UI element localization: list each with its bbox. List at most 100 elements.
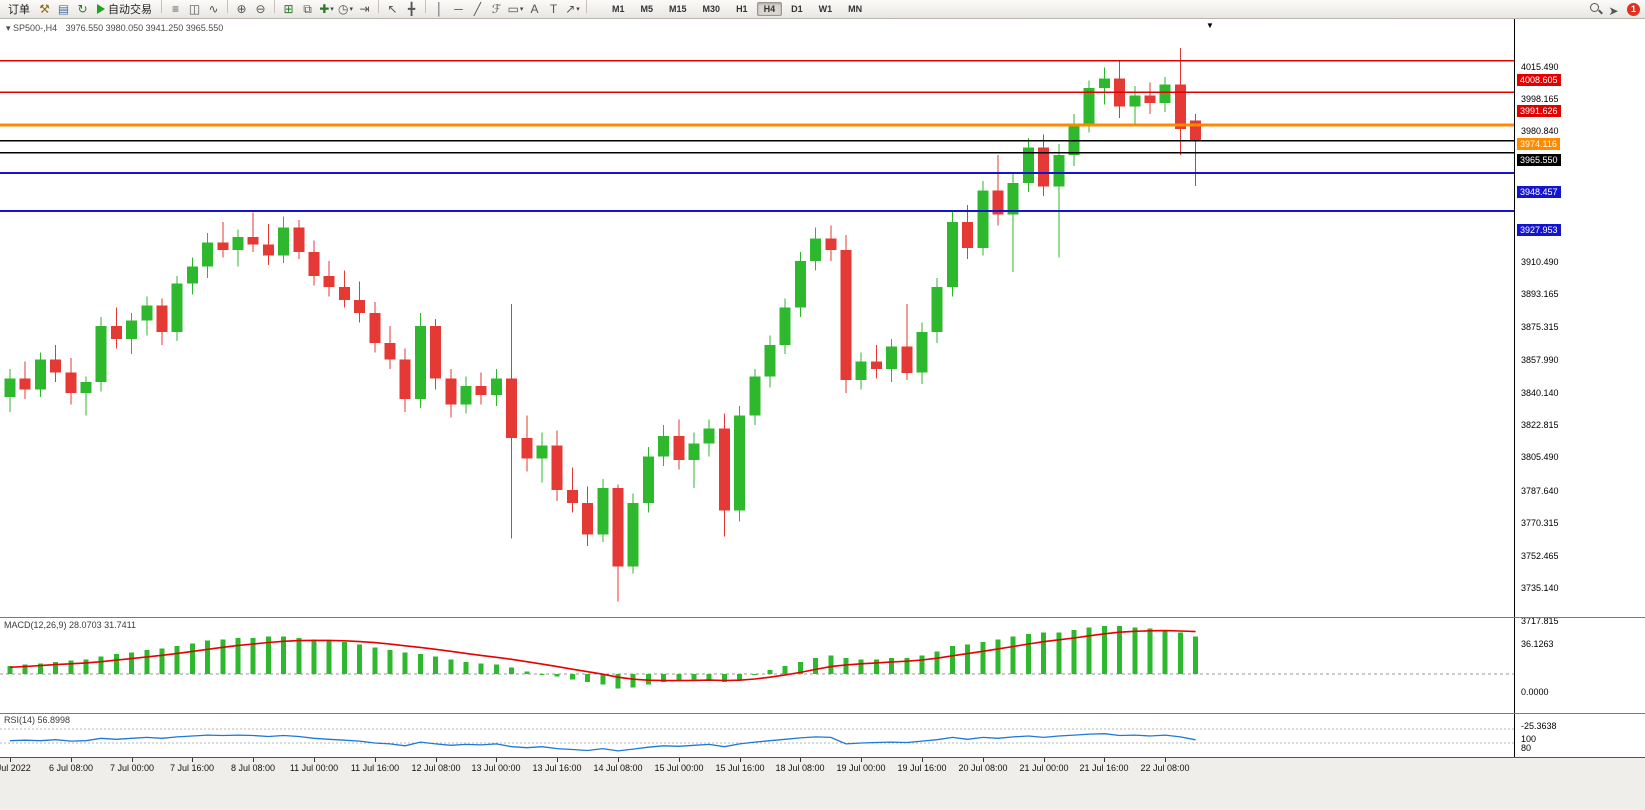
arrows-icon[interactable]: ↗ ▾ — [565, 2, 580, 17]
vertical-line-icon[interactable]: │ — [435, 2, 444, 17]
macd-histogram-bar — [478, 663, 484, 674]
scroll-to-end-icon[interactable]: ▼ — [1206, 21, 1214, 30]
candle-body — [1144, 95, 1156, 103]
macd-histogram-bar — [752, 674, 758, 675]
pane-separator[interactable] — [0, 617, 1645, 618]
macd-histogram-bar — [569, 674, 575, 680]
price-axis-label: 3980.840 — [1521, 126, 1559, 136]
time-axis-label: 20 Jul 08:00 — [958, 763, 1008, 773]
hammer-icon[interactable]: ⚒ — [39, 2, 50, 16]
candle-body — [597, 488, 609, 535]
candle-body — [156, 305, 168, 332]
macd-histogram-bar — [858, 659, 864, 674]
time-axis[interactable]: 5 Jul 2022 6 Jul 08:00 7 Jul 00:00 7 Jul 16… — [0, 757, 1645, 810]
horizontal-line-icon[interactable]: ─ — [454, 2, 463, 17]
macd-histogram-bar — [83, 659, 89, 674]
chevron-down-icon[interactable]: ▾ — [330, 6, 334, 14]
macd-histogram-bar — [129, 652, 135, 674]
zoom-out-icon[interactable]: ⊖ — [255, 2, 266, 17]
cursor-icon[interactable]: ↖ — [387, 2, 398, 17]
macd-label: MACD(12,26,9) — [4, 620, 67, 630]
timeframe-h4-button[interactable]: H4 — [756, 2, 783, 16]
bar-chart-icon[interactable]: ≡ — [171, 2, 179, 17]
fibonacci-icon[interactable]: ℱ — [491, 2, 502, 17]
candle-body — [50, 359, 62, 373]
orders-button[interactable]: 订单 — [3, 1, 35, 18]
price-axis[interactable]: 4008.605 3991.626 3974.116 3965.550 3948.457… — [1514, 19, 1645, 783]
candle-body — [718, 428, 730, 511]
candle-body — [278, 227, 290, 256]
pointer-icon[interactable]: ➤ — [1608, 3, 1619, 18]
candlestick-chart-icon[interactable]: ◫ — [188, 2, 201, 17]
time-axis-tick — [496, 758, 497, 762]
macd-histogram-bar — [980, 642, 986, 674]
new-chart-icon[interactable]: ✚ ▾ — [319, 2, 334, 17]
macd-histogram-bar — [1025, 634, 1031, 674]
autotrading-button[interactable]: 自动交易 — [92, 1, 157, 18]
symbol-dropdown-icon[interactable]: ▾ — [6, 23, 11, 33]
shapes-icon[interactable]: ▭ ▾ — [507, 2, 524, 17]
macd-histogram-bar — [402, 652, 408, 674]
candle-body — [490, 378, 502, 395]
timeframe-h1-button[interactable]: H1 — [729, 2, 755, 16]
cascade-windows-icon[interactable]: ⧉ — [303, 2, 312, 17]
macd-histogram-bar — [554, 674, 560, 677]
timeframe-m15-button[interactable]: M15 — [662, 2, 694, 16]
refresh-icon[interactable]: ↻ — [77, 2, 88, 16]
macd-histogram-bar — [1010, 636, 1016, 674]
price-axis-box: 3974.116 — [1517, 138, 1560, 150]
pane-separator[interactable] — [0, 713, 1645, 714]
rsi-header: RSI(14) 56.8998 — [4, 715, 70, 725]
time-axis-label: 18 Jul 08:00 — [775, 763, 825, 773]
timeframe-d1-button[interactable]: D1 — [784, 2, 810, 16]
price-axis-label: 3752.465 — [1521, 551, 1559, 561]
macd-histogram-bar — [965, 644, 971, 674]
chart-shift-icon[interactable]: ⇥ — [359, 2, 370, 17]
candle-body — [1053, 155, 1065, 187]
time-axis-label: 7 Jul 16:00 — [169, 763, 215, 773]
label-icon[interactable]: T — [549, 2, 558, 17]
chevron-down-icon[interactable]: ▾ — [349, 6, 353, 14]
macd-histogram-bar — [661, 674, 667, 682]
tile-windows-icon[interactable]: ⊞ — [283, 2, 294, 17]
search-icon[interactable] — [1586, 0, 1603, 16]
time-axis-label: 19 Jul 16:00 — [897, 763, 947, 773]
timeframe-m5-button[interactable]: M5 — [634, 2, 661, 16]
timeframe-w1-button[interactable]: W1 — [812, 2, 840, 16]
candle-body — [338, 287, 350, 301]
period-clock-icon[interactable]: ◷ ▾ — [338, 2, 353, 17]
time-axis-label: 22 Jul 08:00 — [1140, 763, 1190, 773]
rsi-indicator-canvas[interactable] — [0, 713, 1514, 757]
macd-histogram-bar — [1177, 632, 1183, 674]
time-axis-tick — [253, 758, 254, 762]
macd-histogram-bar — [463, 662, 469, 674]
candle-body — [384, 343, 396, 360]
candle-body — [764, 344, 776, 377]
trendline-icon[interactable]: ╱ — [473, 2, 482, 17]
toolbar-separator — [586, 0, 587, 14]
chevron-down-icon[interactable]: ▾ — [576, 6, 580, 14]
candle-body — [95, 326, 107, 382]
chevron-down-icon[interactable]: ▾ — [519, 6, 524, 14]
timeframe-m30-button[interactable]: M30 — [696, 2, 728, 16]
macd-histogram-bar — [1056, 632, 1062, 674]
price-chart-canvas[interactable] — [0, 19, 1514, 617]
macd-histogram-bar — [767, 670, 773, 674]
macd-indicator-canvas[interactable] — [0, 617, 1514, 713]
notification-badge[interactable]: 1 — [1627, 2, 1640, 16]
macd-histogram-bar — [706, 674, 712, 680]
crosshair-icon[interactable]: ╋ — [407, 2, 416, 17]
chart-window-icon[interactable]: ▤ — [57, 2, 70, 16]
timeframe-m1-button[interactable]: M1 — [605, 2, 632, 16]
price-axis-label: 3857.990 — [1521, 355, 1559, 365]
candle-body — [34, 359, 46, 390]
price-axis-label: 3875.315 — [1521, 322, 1559, 332]
zoom-in-icon[interactable]: ⊕ — [236, 2, 247, 17]
candle-body — [779, 307, 791, 345]
candle-body — [1190, 120, 1202, 141]
line-chart-icon[interactable]: ∿ — [208, 2, 219, 17]
timeframe-mn-button[interactable]: MN — [841, 2, 869, 16]
text-icon[interactable]: A — [530, 2, 539, 17]
macd-histogram-bar — [250, 638, 256, 674]
macd-histogram-bar — [782, 666, 788, 674]
